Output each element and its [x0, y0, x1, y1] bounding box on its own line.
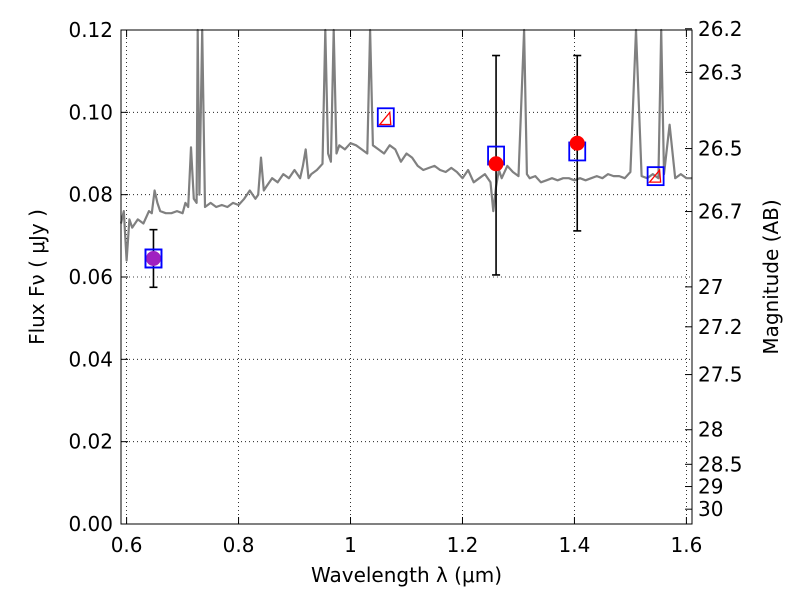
x-tick-label: 1: [344, 533, 357, 557]
right-tick-label: 29: [698, 475, 723, 499]
right-tick-label: 27.5: [698, 363, 743, 387]
right-tick-label: 30: [698, 497, 723, 521]
spectrum-layer: [119, 28, 692, 262]
tick-layer: 0.6 0.8 1 1.2 1.4 1.6 0.00 0.02 0.04 0.06 0.08 0.10…: [68, 17, 742, 557]
y-tick-label: 0.06: [68, 265, 113, 289]
y-tick-label: 0.08: [68, 183, 113, 207]
errorbar-layer: [149, 54, 582, 289]
model-square-marker: [376, 107, 395, 128]
x-tick-label: 0.6: [111, 533, 143, 557]
y-axis-label: Flux Fν ( μJy ): [25, 209, 49, 345]
right-tick-label: 26.3: [698, 60, 743, 84]
observed-circle-marker: [488, 156, 504, 172]
right-tick-label: 28: [698, 418, 723, 442]
right-axis-label: Magnitude (AB): [759, 199, 783, 354]
marker-layer: [144, 107, 665, 269]
y-tick-label: 0.10: [68, 100, 113, 124]
x-tick-label: 1.2: [447, 533, 479, 557]
x-tick-label: 0.8: [223, 533, 255, 557]
x-axis-label: Wavelength λ (μm): [311, 563, 502, 587]
y-tick-label: 0.04: [68, 347, 113, 371]
right-tick-label: 27.2: [698, 315, 743, 339]
x-tick-label: 1.6: [670, 533, 702, 557]
limit-triangle-marker: [378, 110, 392, 126]
x-tick-label: 1.4: [559, 533, 591, 557]
grid-layer: [121, 29, 692, 525]
observed-circle-marker: [145, 250, 161, 266]
right-tick-label: 26.5: [698, 137, 743, 161]
y-tick-label: 0.02: [68, 430, 113, 454]
y-tick-label: 0.12: [68, 18, 113, 42]
y-tick-label: 0.00: [68, 512, 113, 536]
right-tick-label: 28.5: [698, 452, 743, 476]
plot-frame: [120, 29, 693, 525]
right-tick-label: 26.2: [698, 17, 743, 41]
spectrum-line: [119, 28, 692, 262]
model-square-marker: [646, 166, 665, 187]
right-tick-label: 27: [698, 275, 723, 299]
limit-triangle-marker: [648, 168, 662, 183]
model-square-marker-overlay: [144, 248, 163, 269]
right-tick-label: 26.7: [698, 200, 743, 224]
observed-circle-marker: [569, 135, 585, 151]
